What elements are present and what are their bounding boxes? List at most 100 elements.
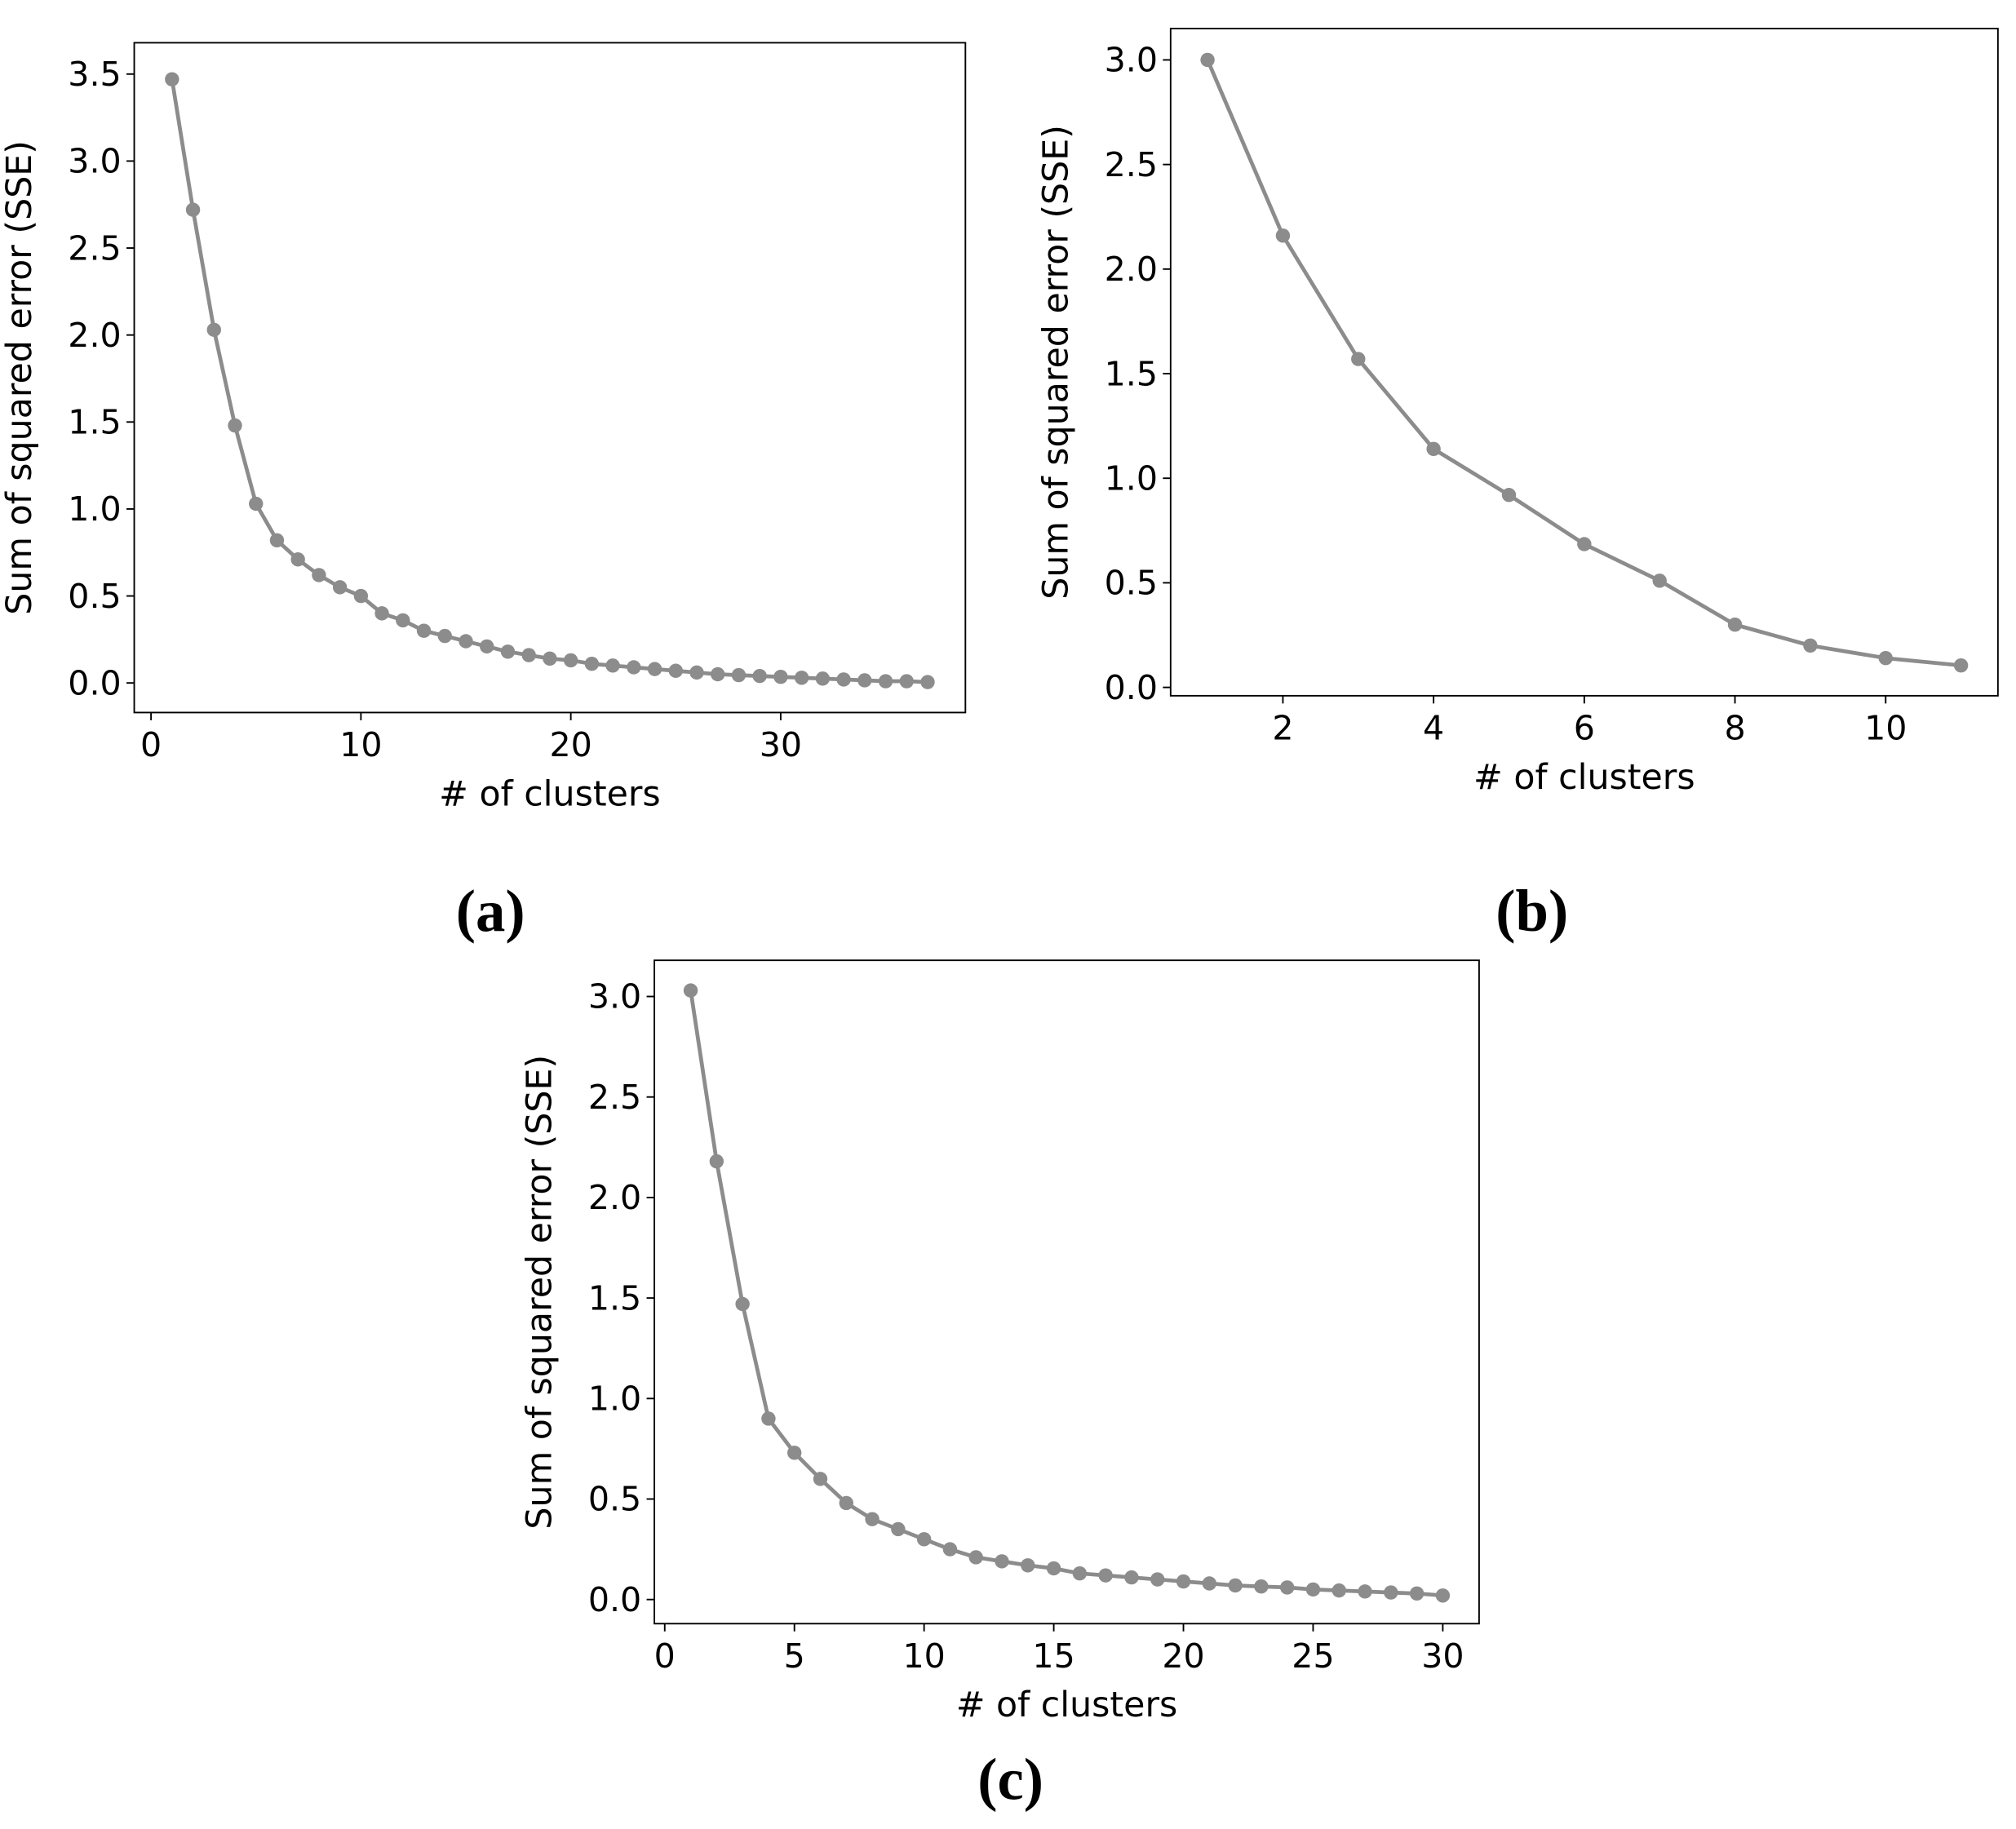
data-point xyxy=(396,613,410,628)
data-point xyxy=(1046,1561,1061,1576)
data-point xyxy=(563,653,578,668)
data-point xyxy=(920,675,935,689)
y-tick-label: 1.0 xyxy=(588,1380,641,1419)
y-tick-label: 1.5 xyxy=(1105,354,1158,393)
data-point xyxy=(865,1512,880,1526)
y-tick-label: 2.5 xyxy=(1105,145,1158,184)
x-tick-label: 0 xyxy=(140,725,162,764)
x-tick-label: 30 xyxy=(760,725,802,764)
y-tick-label: 1.5 xyxy=(588,1278,641,1318)
data-point xyxy=(1351,352,1366,366)
data-point xyxy=(185,202,201,217)
data-point xyxy=(1358,1584,1372,1599)
data-point xyxy=(627,660,641,675)
data-point xyxy=(813,1472,828,1486)
data-point xyxy=(1072,1566,1088,1581)
x-tick-label: 8 xyxy=(1724,709,1745,748)
data-line xyxy=(170,78,928,684)
data-point xyxy=(891,1521,906,1537)
data-point xyxy=(332,580,348,595)
x-tick-label: 10 xyxy=(902,1636,945,1676)
y-tick-label: 2.5 xyxy=(68,228,121,268)
data-point xyxy=(605,658,620,673)
data-point xyxy=(1202,1576,1217,1591)
x-tick-label: 10 xyxy=(1864,709,1907,748)
data-point xyxy=(689,665,704,680)
data-point xyxy=(374,606,389,621)
data-point xyxy=(1021,1558,1035,1573)
x-tick-label: 20 xyxy=(1162,1636,1204,1676)
data-point xyxy=(1803,638,1818,653)
x-tick-label: 30 xyxy=(1421,1636,1464,1676)
x-tick-label: 15 xyxy=(1032,1636,1074,1676)
data-point xyxy=(480,639,494,654)
y-axis-label: Sum of squared error (SSE) xyxy=(519,1055,560,1530)
panel-label: (c) xyxy=(977,1746,1043,1812)
data-point xyxy=(1124,1570,1139,1585)
data-point xyxy=(1953,658,1969,673)
y-tick-label: 0.5 xyxy=(1105,564,1158,603)
data-point xyxy=(1275,228,1291,243)
y-axis-label: Sum of squared error (SSE) xyxy=(1035,125,1076,600)
data-point xyxy=(521,648,536,662)
data-point xyxy=(711,666,725,682)
data-point xyxy=(1331,1583,1346,1598)
x-tick-label: 2 xyxy=(1272,709,1293,748)
x-tick-label: 4 xyxy=(1423,709,1444,748)
y-tick-label: 1.5 xyxy=(68,403,121,442)
data-point xyxy=(416,623,432,638)
data-point xyxy=(1426,441,1441,457)
data-point xyxy=(752,668,767,684)
y-tick-label: 3.0 xyxy=(68,142,121,181)
data-point xyxy=(228,418,242,433)
x-tick-label: 6 xyxy=(1574,709,1595,748)
data-point xyxy=(500,644,516,659)
data-point xyxy=(1727,617,1743,632)
data-point xyxy=(1652,574,1667,588)
data-point xyxy=(1577,537,1592,551)
data-point xyxy=(1409,1586,1424,1601)
data-point xyxy=(647,662,662,676)
x-axis-label: # of clusters xyxy=(1473,757,1695,798)
y-tick-label: 0.5 xyxy=(588,1480,641,1519)
data-point xyxy=(1098,1568,1113,1583)
plot-frame xyxy=(133,42,967,714)
data-point xyxy=(787,1446,802,1460)
y-tick-label: 1.0 xyxy=(1105,458,1158,498)
data-point xyxy=(878,674,893,689)
data-point xyxy=(353,588,369,604)
data-point xyxy=(165,72,179,86)
y-tick-label: 2.0 xyxy=(68,316,121,355)
data-point xyxy=(459,634,473,649)
data-point xyxy=(1200,52,1215,68)
y-tick-label: 1.0 xyxy=(68,489,121,529)
data-point xyxy=(794,671,809,685)
data-point xyxy=(857,673,872,688)
x-tick-label: 20 xyxy=(549,725,592,764)
data-point xyxy=(312,568,326,582)
y-tick-label: 0.0 xyxy=(588,1580,641,1619)
y-tick-label: 0.0 xyxy=(68,663,121,702)
data-line xyxy=(1205,59,1961,668)
data-point xyxy=(1254,1579,1269,1594)
data-point xyxy=(584,657,600,671)
y-tick-label: 2.5 xyxy=(588,1078,641,1117)
data-point xyxy=(1384,1585,1398,1600)
data-point xyxy=(995,1554,1009,1569)
y-tick-label: 2.0 xyxy=(1105,250,1158,289)
plot-frame xyxy=(654,959,1480,1625)
y-tick-label: 3.0 xyxy=(588,977,641,1016)
data-point xyxy=(437,628,452,644)
data-point xyxy=(942,1542,958,1557)
plot-frame xyxy=(1169,28,1999,697)
data-point xyxy=(761,1411,776,1426)
data-point xyxy=(683,983,698,998)
x-tick-label: 5 xyxy=(784,1636,805,1676)
y-tick-label: 3.5 xyxy=(68,55,121,94)
y-tick-label: 2.0 xyxy=(588,1178,641,1217)
data-point xyxy=(773,670,788,684)
data-point xyxy=(1176,1574,1191,1589)
data-point xyxy=(1435,1588,1451,1603)
data-point xyxy=(1878,651,1893,666)
data-point xyxy=(735,1296,750,1312)
